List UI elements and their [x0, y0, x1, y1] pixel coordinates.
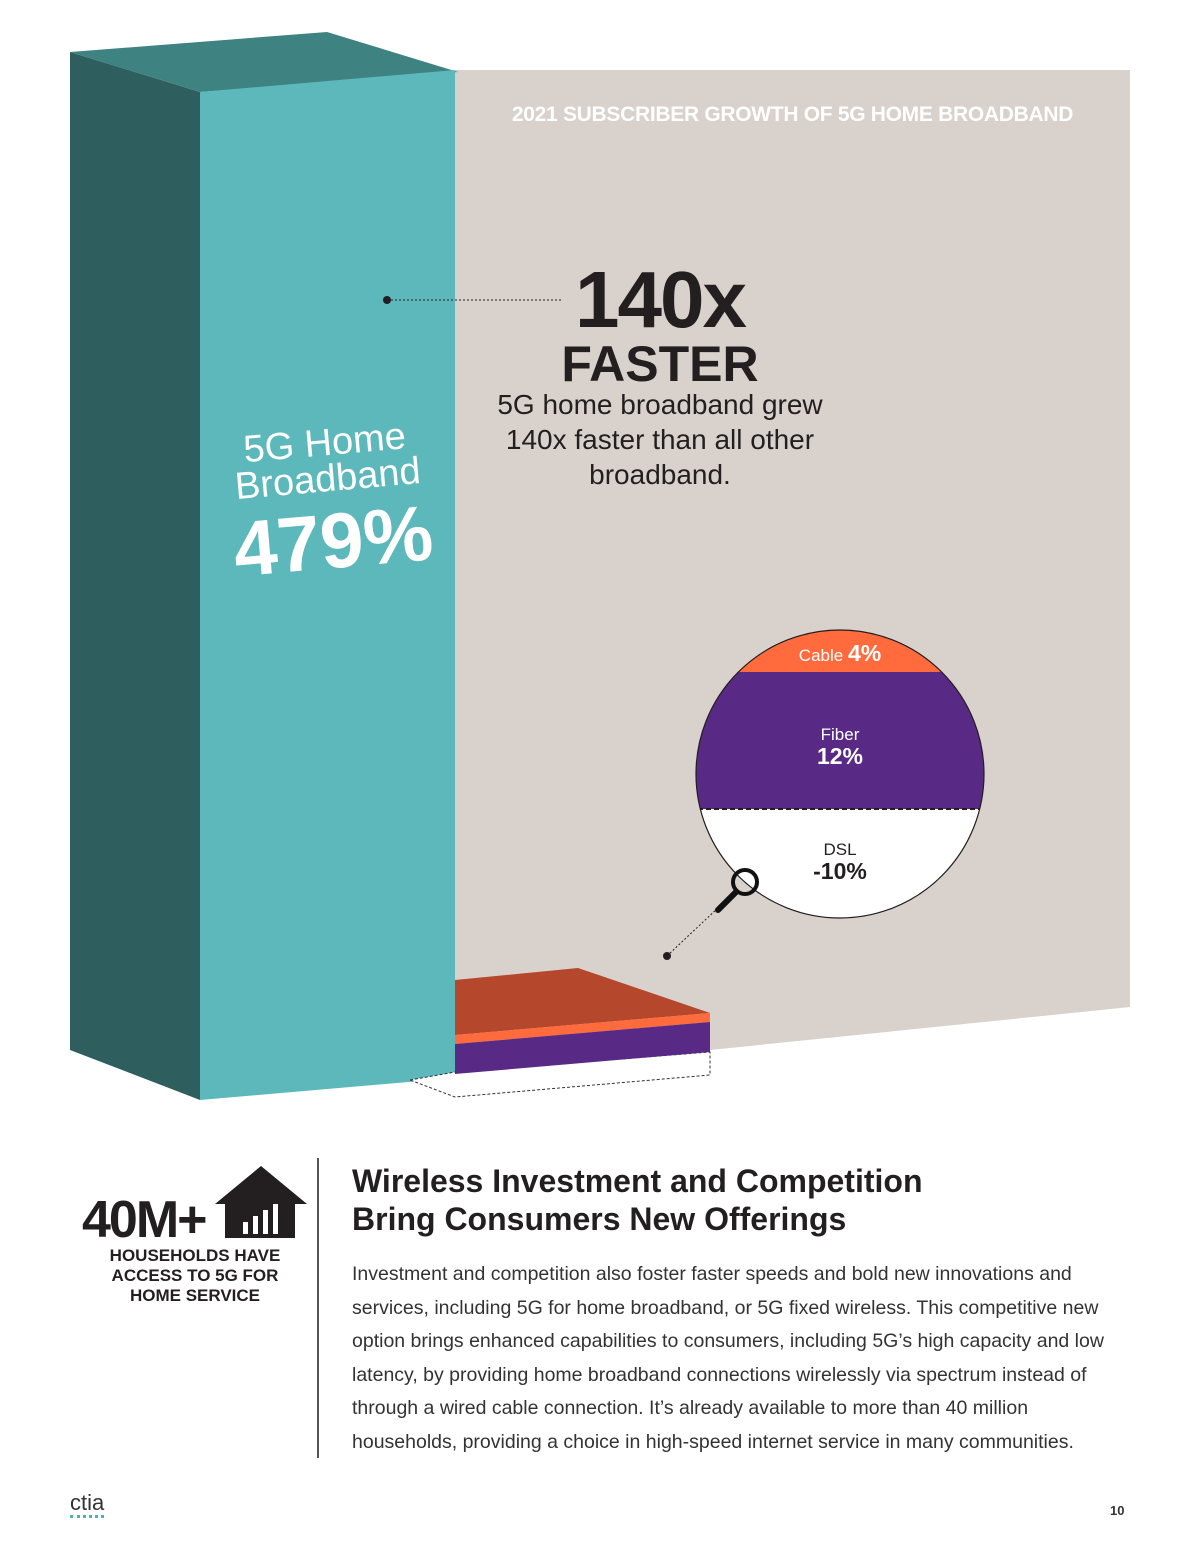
- bar-cable: [455, 1013, 710, 1044]
- cable-value: 4%: [847, 640, 882, 666]
- cable-name: Cable: [798, 646, 844, 665]
- bar-5g-side: [70, 52, 200, 1100]
- magnifier-icon: [663, 868, 759, 960]
- article-body: Investment and competition also foster f…: [352, 1263, 1104, 1453]
- chart-title: 2021 SUBSCRIBER GROWTH OF 5G HOME BROADB…: [511, 103, 1074, 126]
- fiber-name: Fiber: [820, 725, 860, 744]
- heading-line-2: Bring Consumers New Offerings: [352, 1201, 847, 1237]
- dsl-name: DSL: [823, 840, 857, 859]
- annotation-text: 5G home broadband grew 140x faster than …: [497, 389, 823, 490]
- bar-5g-label: 5G Home Broadband 479%: [203, 415, 456, 595]
- bar-dsl-outline: [408, 1051, 711, 1098]
- chart-panel: [455, 70, 1130, 1078]
- page-number: 10: [1110, 1503, 1125, 1518]
- divider: [317, 1158, 319, 1458]
- stat-caption: HOUSEHOLDS HAVE ACCESS TO 5G FOR HOME SE…: [109, 1246, 281, 1305]
- headline-faster: FASTER: [561, 336, 759, 392]
- ctia-logo: ctia: [70, 1492, 105, 1518]
- leader-dot: [383, 296, 391, 304]
- headline-140x: 140x: [575, 255, 747, 344]
- circle-fiber: [696, 672, 984, 809]
- bar-fiber: [455, 1022, 710, 1074]
- heading-line-1: Wireless Investment and Competition: [352, 1163, 923, 1199]
- bar-5g-top: [70, 32, 458, 92]
- dsl-value: -10%: [813, 858, 867, 884]
- fiber-value: 12%: [816, 743, 864, 769]
- bar-graphic: [70, 32, 1130, 1100]
- stat-number: 40M+: [82, 1191, 208, 1249]
- house-signal-icon: [215, 1166, 307, 1238]
- cable-label: Cable 4%: [740, 640, 940, 667]
- bar-5g-front: [200, 70, 455, 1100]
- bar-cable-top: [455, 968, 710, 1035]
- article-heading: Wireless Investment and Competition Brin…: [352, 1162, 922, 1238]
